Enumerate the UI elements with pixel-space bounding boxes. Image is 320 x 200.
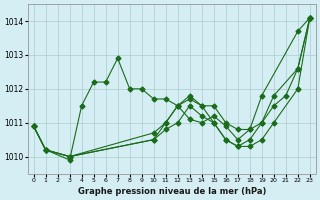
X-axis label: Graphe pression niveau de la mer (hPa): Graphe pression niveau de la mer (hPa) [77, 187, 266, 196]
